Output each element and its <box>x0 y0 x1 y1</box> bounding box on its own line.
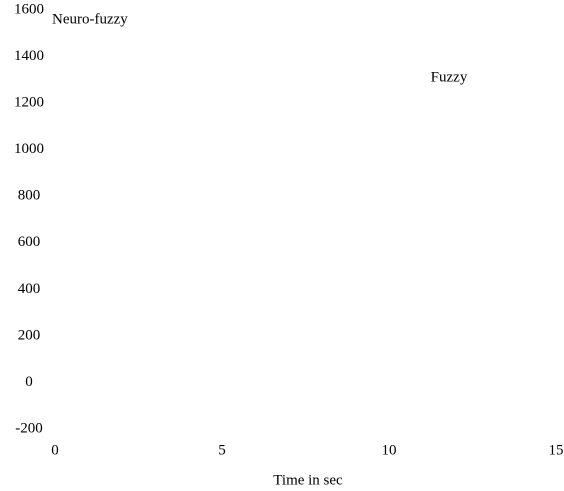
annotation: Neuro-fuzzy <box>52 11 128 27</box>
x-tick-label: 5 <box>218 442 226 458</box>
x-tick-label: 15 <box>549 442 564 458</box>
y-tick-label: -200 <box>15 420 43 436</box>
y-tick-label: 800 <box>18 188 41 204</box>
y-tick-label: 1600 <box>14 1 44 17</box>
annotation: Fuzzy <box>431 69 468 85</box>
x-tick-label: 0 <box>51 442 59 458</box>
y-tick-label: 600 <box>18 234 41 250</box>
y-tick-label: 1200 <box>14 95 44 111</box>
y-tick-label: 1000 <box>14 141 44 157</box>
y-tick-label: 200 <box>18 327 41 343</box>
x-axis-label: Time in sec <box>273 472 343 488</box>
y-tick-label: 0 <box>25 374 33 390</box>
x-tick-label: 10 <box>382 442 397 458</box>
y-tick-label: 1400 <box>14 48 44 64</box>
y-tick-label: 400 <box>18 281 41 297</box>
